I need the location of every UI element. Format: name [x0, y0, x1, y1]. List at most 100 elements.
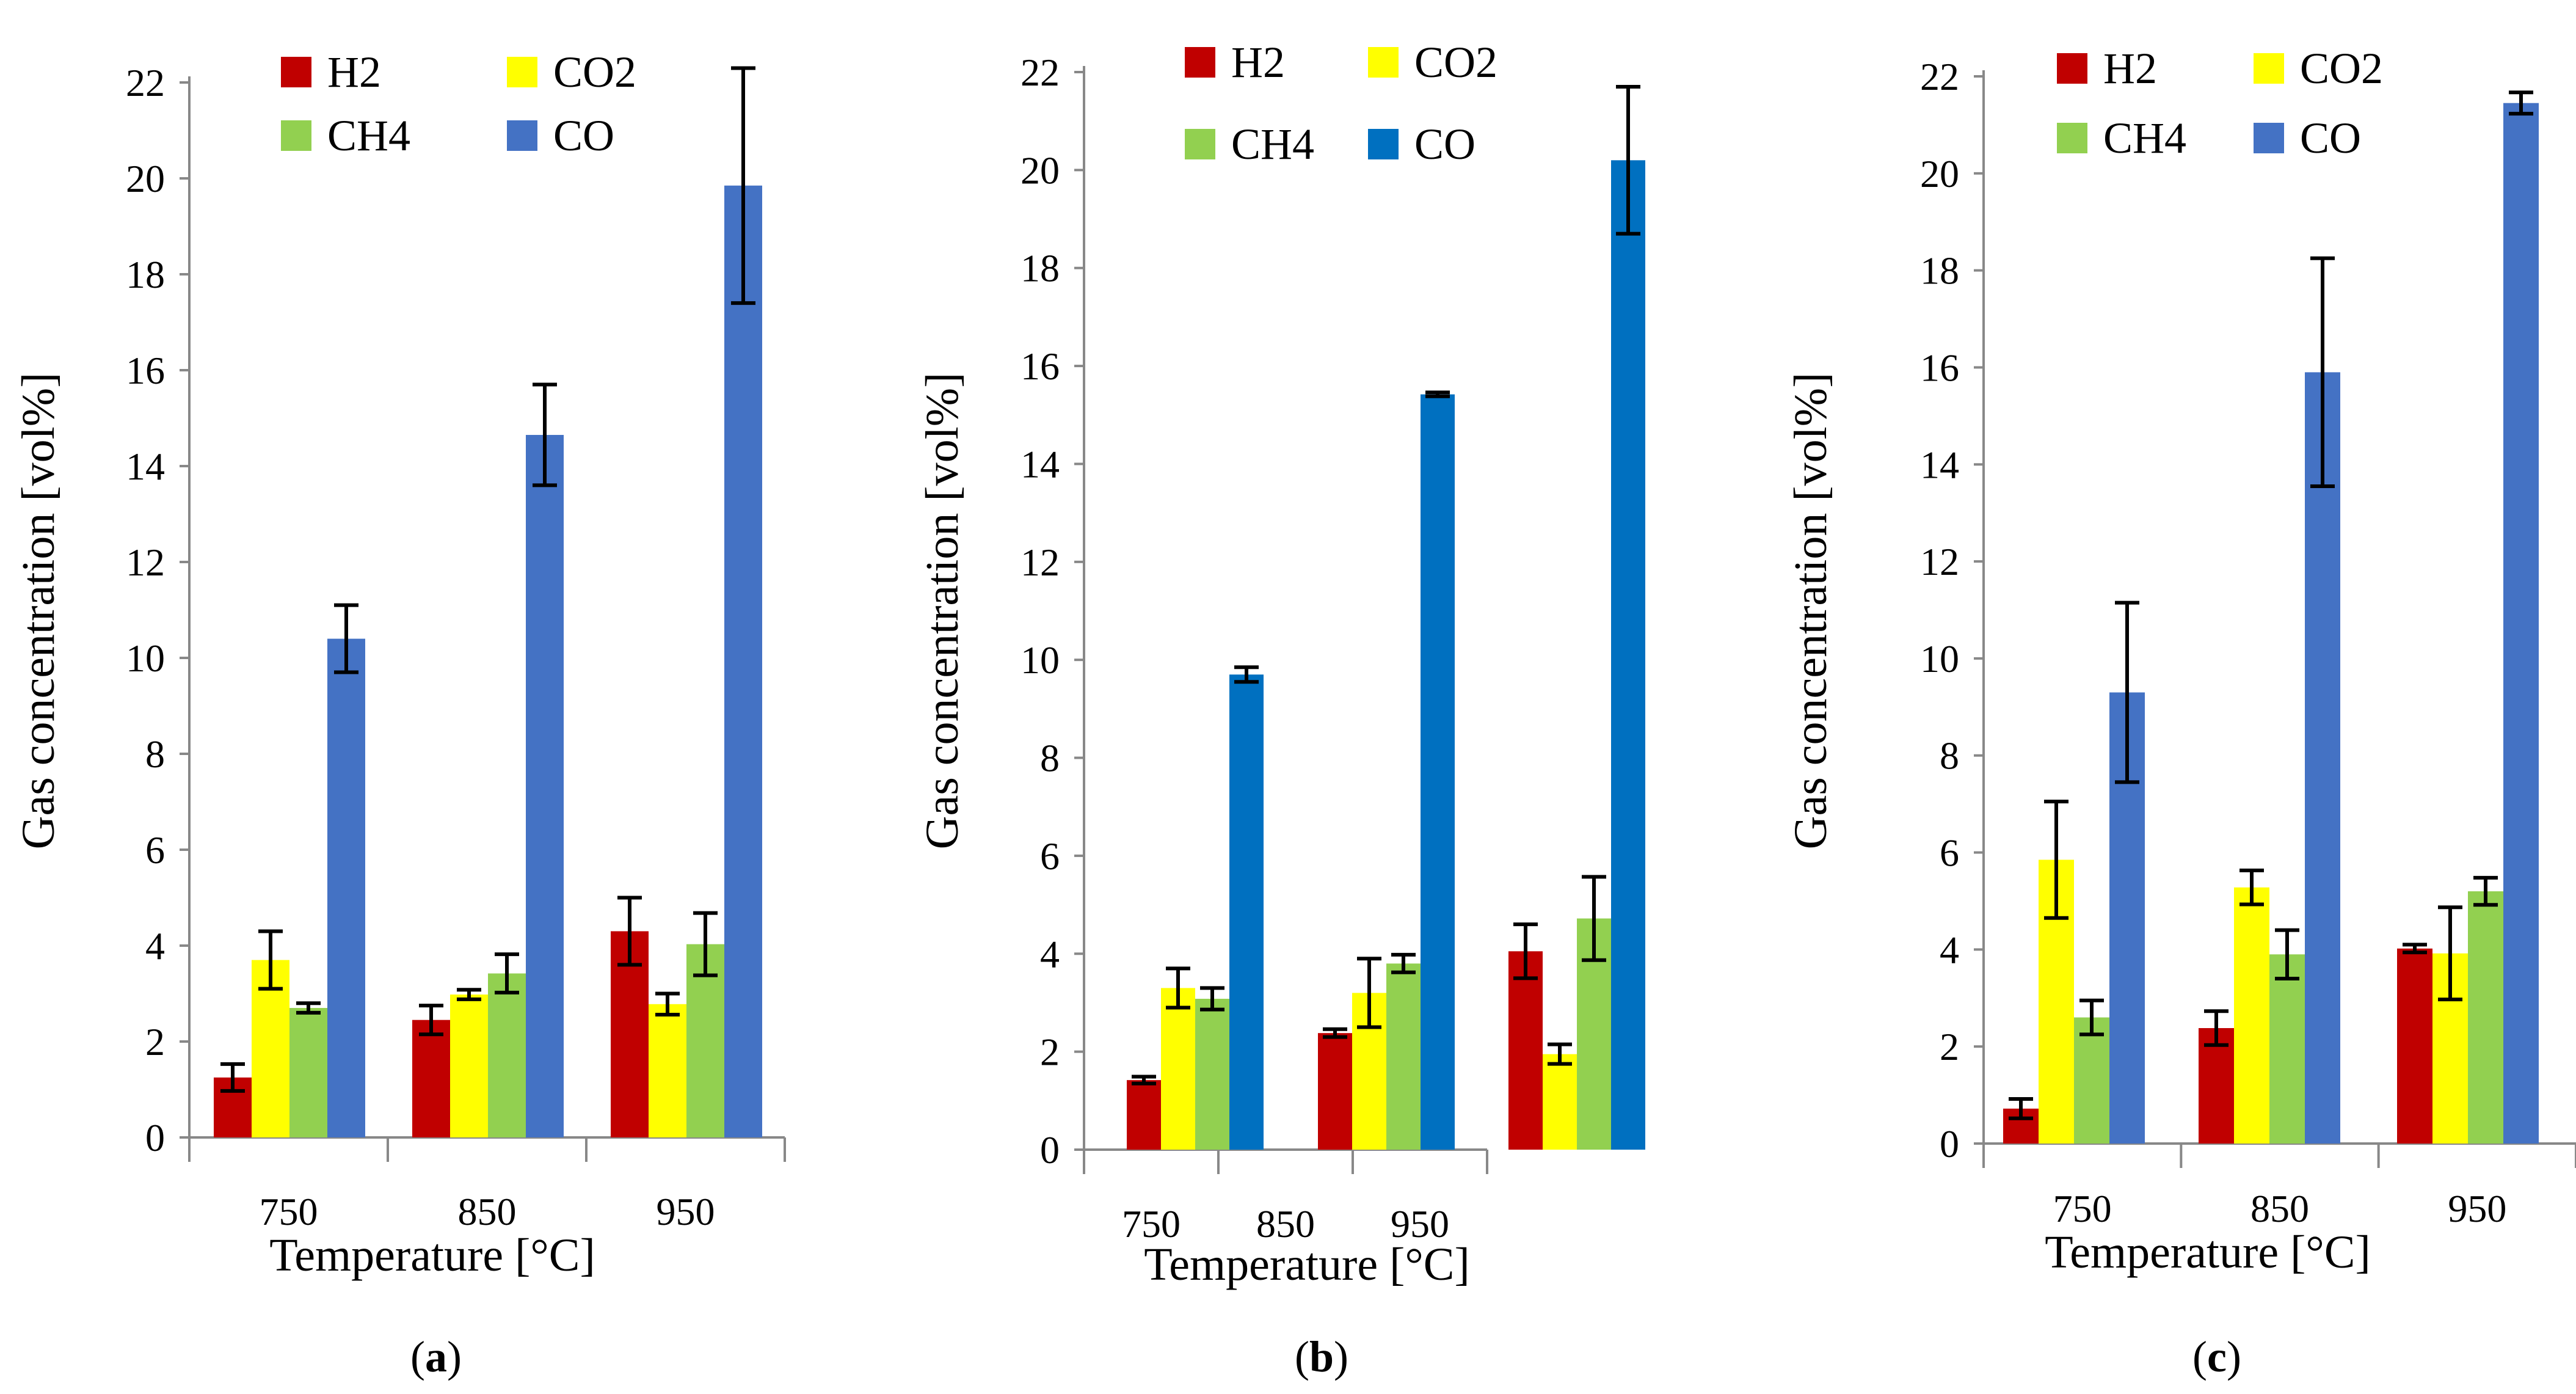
legend-label-co: CO	[553, 111, 614, 160]
y-tick-label: 8	[1040, 737, 1060, 780]
y-tick-label: 12	[1021, 541, 1060, 584]
x-axis-title: Temperature [°C]	[269, 1230, 595, 1281]
y-tick-label: 16	[1920, 346, 1959, 389]
legend-label-ch4: CH4	[2103, 114, 2186, 162]
bar-ch4-750	[1195, 999, 1229, 1150]
bar-h2-850	[2199, 1028, 2234, 1144]
x-axis-title: Temperature [°C]	[1144, 1239, 1470, 1290]
legend-label-co2: CO2	[553, 48, 636, 97]
legend-label-h2: H2	[1231, 38, 1285, 87]
bar-ch4-850	[488, 973, 526, 1137]
y-tick-label: 2	[1040, 1031, 1060, 1074]
y-tick-label: 16	[126, 349, 165, 392]
y-tick-label: 10	[126, 637, 165, 680]
legend-swatch-co	[1368, 129, 1399, 159]
chart-panel-c: 0 2 4 6 8 10 12 14 16 18 20 22 750 850 950 Temperature …	[1785, 44, 2576, 1381]
y-tick-label: 22	[1021, 51, 1060, 94]
legend-label-h2: H2	[327, 48, 381, 97]
legend-swatch-co	[2254, 123, 2284, 153]
legend-swatch-h2	[2057, 53, 2087, 84]
panel-label-letter: b	[1309, 1332, 1334, 1381]
y-tick-label: 8	[145, 732, 165, 776]
y-tick-label: 0	[145, 1116, 165, 1159]
y-tick-label: 0	[1940, 1122, 1959, 1166]
bar-ch4-950	[2468, 891, 2503, 1144]
bar-co-850	[2305, 372, 2340, 1144]
panel-label-close-paren: )	[1334, 1332, 1348, 1381]
legend-label-ch4: CH4	[1231, 120, 1314, 169]
bar-co-850	[1421, 394, 1455, 1150]
panel-label-open-paren: (	[410, 1332, 425, 1381]
bar-co2-950	[1543, 1054, 1577, 1150]
legend-label-ch4: CH4	[327, 111, 410, 160]
y-tick-label: 18	[126, 253, 165, 296]
y-tick-label: 8	[1940, 734, 1959, 778]
legend-label-co: CO	[1414, 120, 1475, 169]
chart-panel-a: 0 2 4 6 8 10 12 14 16 18 20 22 750 850 950 Temperature …	[13, 48, 786, 1381]
y-tick-label: 14	[1021, 442, 1060, 486]
bar-co-850	[526, 434, 564, 1137]
y-tick-label: 18	[1920, 249, 1959, 293]
y-tick-label: 14	[1920, 443, 1959, 486]
panel-label-close-paren: )	[2227, 1332, 2241, 1381]
y-tick-label: 20	[1920, 152, 1959, 195]
panel-label: (b)	[1295, 1332, 1348, 1381]
y-tick-label: 6	[145, 828, 165, 872]
panel-label-letter: c	[2207, 1332, 2227, 1381]
bar-ch4-850	[1386, 963, 1421, 1150]
legend-swatch-h2	[281, 57, 311, 87]
legend-swatch-co2	[2254, 53, 2284, 84]
bar-co2-850	[450, 994, 488, 1137]
bar-co-750	[1229, 674, 1264, 1150]
y-tick-label: 0	[1040, 1128, 1060, 1172]
bar-co-950	[1611, 160, 1645, 1150]
y-tick-label: 12	[1920, 540, 1959, 583]
panel-label-letter: a	[425, 1332, 447, 1381]
panel-label-open-paren: (	[1295, 1332, 1309, 1381]
y-tick-label: 4	[145, 924, 165, 968]
x-category-label: 850	[1256, 1202, 1315, 1246]
bar-h2-950	[1508, 951, 1543, 1150]
y-tick-label: 2	[1940, 1025, 1959, 1068]
y-axis-title: Gas concentration [vol%]	[917, 373, 968, 850]
bar-co-750	[327, 638, 365, 1137]
panel-label: (a)	[410, 1332, 462, 1381]
legend-label-co2: CO2	[1414, 38, 1497, 87]
legend-swatch-ch4	[281, 120, 311, 151]
bar-co-950	[2503, 103, 2539, 1144]
y-tick-label: 12	[126, 541, 165, 584]
y-axis-title: Gas concentration [vol%]	[1785, 373, 1836, 850]
legend-swatch-co	[507, 120, 537, 151]
x-category-label: 850	[458, 1190, 517, 1233]
y-tick-label: 6	[1940, 831, 1959, 875]
bar-h2-850	[1318, 1033, 1352, 1150]
legend-swatch-co2	[1368, 47, 1399, 78]
bar-h2-750	[1127, 1080, 1161, 1150]
panel-label-open-paren: (	[2192, 1332, 2207, 1381]
bar-co-950	[724, 185, 762, 1137]
x-category-label: 750	[2053, 1187, 2112, 1230]
y-tick-label: 4	[1040, 932, 1060, 976]
bar-co2-850	[2234, 887, 2269, 1144]
legend-swatch-ch4	[2057, 123, 2087, 153]
bar-co2-950	[649, 1004, 686, 1137]
x-category-label: 750	[1122, 1202, 1181, 1246]
panel-label-close-paren: )	[447, 1332, 462, 1381]
legend-swatch-ch4	[1185, 129, 1215, 159]
y-tick-label: 10	[1920, 637, 1959, 681]
y-tick-label: 6	[1040, 834, 1060, 878]
bar-co2-750	[1161, 988, 1195, 1150]
y-tick-label: 18	[1021, 247, 1060, 290]
bar-ch4-750	[289, 1008, 327, 1137]
bar-h2-950	[2397, 948, 2432, 1144]
x-category-label: 950	[2448, 1187, 2506, 1230]
legend-label-h2: H2	[2103, 44, 2157, 93]
panel-label: (c)	[2192, 1332, 2241, 1381]
y-tick-label: 10	[1021, 638, 1060, 682]
legend-label-co2: CO2	[2300, 44, 2383, 93]
y-tick-label: 22	[126, 61, 165, 104]
bar-h2-850	[412, 1020, 450, 1137]
y-axis-title: Gas concentration [vol%]	[13, 373, 64, 850]
chart-panel-b: 0 2 4 6 8 10 12 14 16 18 20 22 750 850 950Temperature …	[917, 38, 1645, 1381]
y-tick-label: 2	[145, 1020, 165, 1064]
